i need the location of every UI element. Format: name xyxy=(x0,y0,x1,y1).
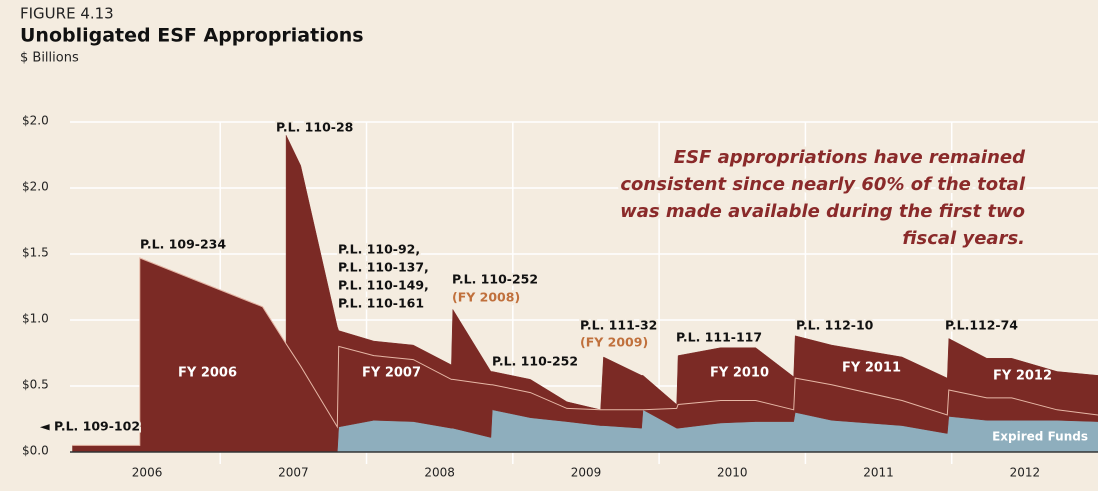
callout: fiscal years. xyxy=(902,228,1025,249)
annotation: P.L.112-74 xyxy=(945,318,1018,333)
layer-label: FY 2012 xyxy=(993,369,1052,384)
layer-label: FY 2007 xyxy=(362,366,421,381)
y-tick-label: $0.0 xyxy=(22,444,49,458)
y-tick-label: $1.0 xyxy=(22,312,49,326)
annotation: ◄ P.L. 109-102 xyxy=(40,419,140,434)
x-tick-label: 2008 xyxy=(424,466,455,480)
annotation: P.L. 112-10 xyxy=(796,318,874,333)
annotation: P.L. 110-92, xyxy=(338,242,420,257)
annotation: P.L. 110-149, xyxy=(338,278,429,293)
layer-label: FY 2006 xyxy=(178,366,237,381)
y-tick-label: $0.5 xyxy=(22,378,49,392)
y-tick-label: $2.0 xyxy=(22,180,49,194)
x-tick-label: 2006 xyxy=(132,466,163,480)
x-tick-label: 2007 xyxy=(278,466,309,480)
callout: ESF appropriations have remained xyxy=(674,147,1026,168)
layer-label: FY 2011 xyxy=(842,361,901,376)
annotation: P.L. 109-234 xyxy=(140,237,226,252)
layer-label: FY 2010 xyxy=(710,366,769,381)
series-label: Expired Funds xyxy=(992,430,1088,444)
y-tick-label: $2.0 xyxy=(22,114,49,128)
y-tick-label: $1.5 xyxy=(22,246,49,260)
annotation: P.L. 110-28 xyxy=(276,120,353,135)
chart-title: Unobligated ESF Appropriations xyxy=(20,25,364,47)
callout: was made available during the first two xyxy=(620,201,1025,222)
annotation: P.L. 110-161 xyxy=(338,296,424,311)
x-tick-label: 2012 xyxy=(1010,466,1041,480)
y-axis-label: $ Billions xyxy=(20,51,79,66)
annotation: P.L. 110-252 xyxy=(452,272,538,287)
x-tick-label: 2011 xyxy=(863,466,894,480)
x-tick-label: 2009 xyxy=(571,466,602,480)
layer-divider xyxy=(72,257,1098,446)
figure-number: FIGURE 4.13 xyxy=(20,5,114,23)
annotation: P.L. 111-117 xyxy=(676,330,762,345)
callout: consistent since nearly 60% of the total xyxy=(620,174,1025,195)
annotation: P.L. 110-137, xyxy=(338,260,429,275)
x-tick-label: 2010 xyxy=(717,466,748,480)
annotation: P.L. 110-252 xyxy=(492,354,578,369)
annotation: (FY 2009) xyxy=(580,335,648,350)
annotation: P.L. 111-32 xyxy=(580,318,657,333)
annotation: (FY 2008) xyxy=(452,290,520,305)
